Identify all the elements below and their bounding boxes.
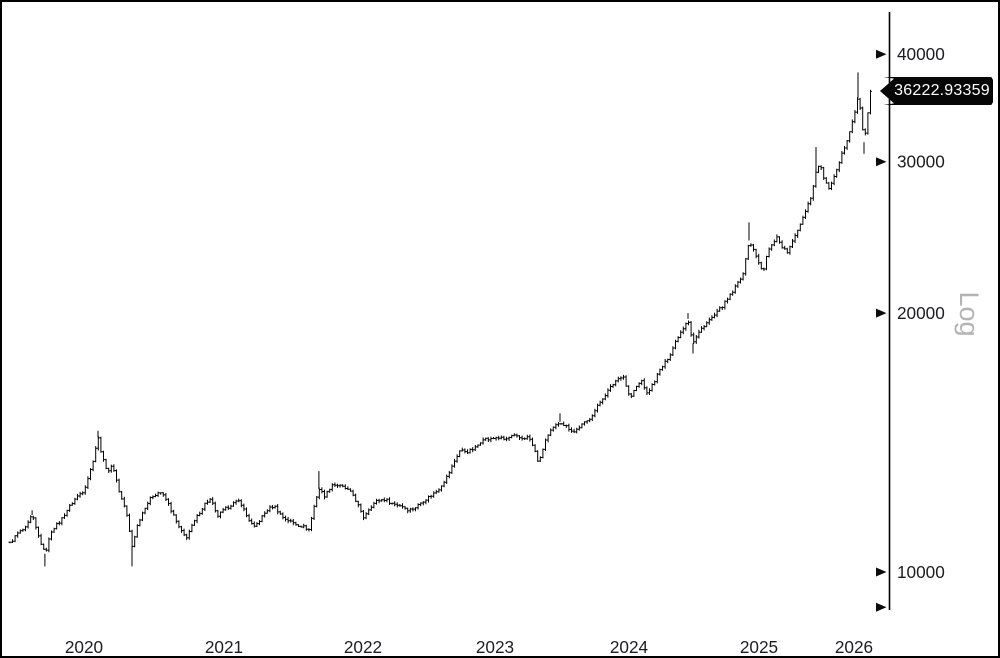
- y-axis-tick-label: 30000: [897, 152, 945, 172]
- x-axis-year-label: 2023: [476, 637, 514, 657]
- x-axis-year-label: 2026: [835, 637, 873, 657]
- log-scale-toggle[interactable]: Log: [954, 291, 984, 337]
- x-axis[interactable]: 2020 2021 2022 2023 2024 2025 2026: [65, 637, 873, 657]
- last-price-tag: 36222.93359: [880, 77, 993, 105]
- y-axis-tick-label: 10000: [897, 562, 945, 582]
- y-axis-tick-arrow-icon: [876, 567, 887, 577]
- x-axis-year-label: 2024: [610, 637, 649, 657]
- y-axis-tick-arrow-icon: [876, 308, 887, 318]
- x-axis-year-label: 2022: [344, 637, 382, 657]
- x-axis-year-label: 2025: [740, 637, 778, 657]
- x-axis-year-label: 2020: [65, 637, 103, 657]
- last-price-value: 36222.93359: [894, 82, 990, 99]
- y-axis-tick-label: 40000: [897, 44, 945, 64]
- y-axis-tick-arrow-icon: [876, 602, 887, 612]
- y-axis-tick-label: 20000: [897, 303, 945, 323]
- y-axis[interactable]: 40000 30000 20000 10000: [876, 12, 945, 612]
- ohlc-bars: [8, 72, 872, 567]
- y-axis-tick-arrow-icon: [876, 49, 887, 59]
- price-series: [8, 72, 872, 567]
- y-axis-tick-arrow-icon: [876, 157, 887, 167]
- x-axis-year-label: 2021: [205, 637, 243, 657]
